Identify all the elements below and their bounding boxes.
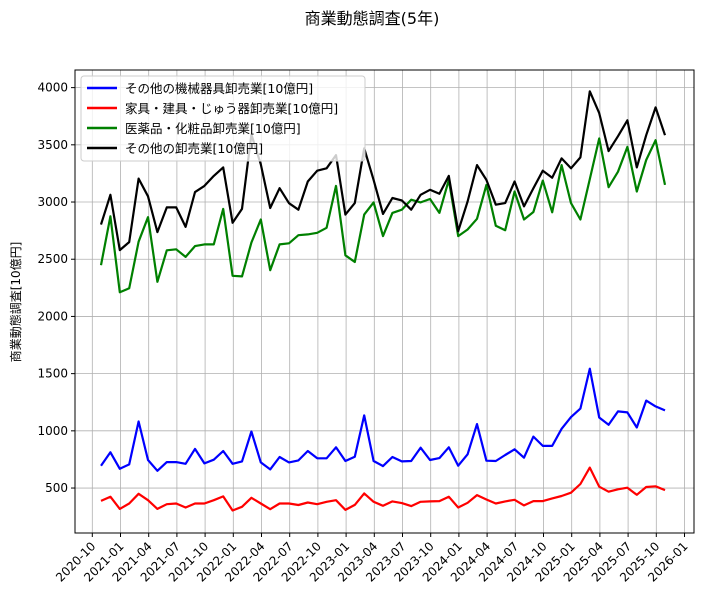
y-tick-label: 2500 xyxy=(37,252,68,266)
y-tick-label: 1500 xyxy=(37,367,68,381)
y-tick-label: 3000 xyxy=(37,195,68,209)
series-line xyxy=(100,466,666,512)
y-tick-label: 4000 xyxy=(37,81,68,95)
y-tick-label: 500 xyxy=(45,481,68,495)
y-tick-label: 1000 xyxy=(37,424,68,438)
legend-label: 家具・建具・じゅう器卸売業[10億円] xyxy=(125,101,338,116)
legend: その他の機械器具卸売業[10億円] 家具・建具・じゅう器卸売業[10億円] 医薬品・… xyxy=(80,75,366,162)
legend-label: その他の卸売業[10億円] xyxy=(125,141,263,156)
y-axis: 500 1000 1500 2000 2500 3000 3500 4000 xyxy=(37,81,75,495)
legend-box xyxy=(80,75,366,162)
x-axis: 2020-102021-012021-042021-072021-102022-… xyxy=(53,533,691,585)
y-tick-label: 3500 xyxy=(37,138,68,152)
series-line xyxy=(99,137,667,294)
series-lines xyxy=(99,90,667,512)
plot-frame xyxy=(74,69,695,534)
series-line xyxy=(99,90,667,252)
y-axis-label: 商業動態調査[10億円] xyxy=(8,242,23,363)
chart-title: 商業動態調査(5年) xyxy=(305,9,440,28)
legend-label: その他の機械器具卸売業[10億円] xyxy=(125,81,313,96)
y-tick-label: 2000 xyxy=(37,309,68,323)
series-line xyxy=(100,367,666,472)
legend-label: 医薬品・化粧品卸売業[10億円] xyxy=(125,121,301,136)
